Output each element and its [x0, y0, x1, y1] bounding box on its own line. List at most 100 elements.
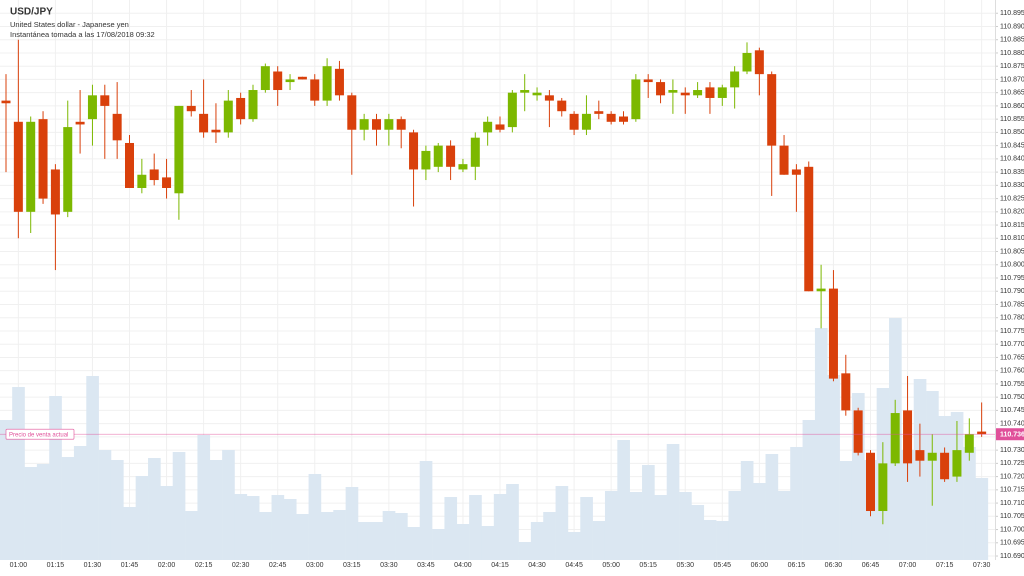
candle-body [631, 79, 641, 120]
volume-bar [963, 447, 976, 560]
candle-body [483, 121, 493, 133]
candle-body [952, 450, 962, 477]
candle-body [668, 90, 678, 93]
volume-bar [49, 396, 62, 560]
volume-bar [345, 487, 359, 560]
candle-body [63, 127, 73, 212]
candle-body [507, 92, 517, 128]
candle-body [643, 79, 653, 83]
current-price-tag [996, 428, 1024, 441]
x-tick-label: 07:15 [936, 562, 954, 569]
candle-body [199, 113, 209, 133]
volume-bar [395, 513, 408, 560]
candle-body [940, 452, 950, 480]
volume-bar [148, 458, 161, 560]
volume-bar [61, 457, 75, 560]
volume-bar [160, 486, 174, 560]
y-tick-label: 110.755 [1000, 381, 1024, 388]
candle-body [717, 87, 727, 98]
volume-bar [654, 495, 668, 560]
y-tick-label: 110.835 [1000, 169, 1024, 176]
volume-bar [679, 492, 692, 560]
y-tick-label: 110.885 [1000, 37, 1024, 44]
y-tick-label: 110.690 [1000, 553, 1024, 560]
volume-bar [901, 450, 915, 560]
y-tick-label: 110.795 [1000, 275, 1024, 282]
y-tick-label: 110.790 [1000, 288, 1024, 295]
current-price-value: 110.736 [1000, 432, 1024, 439]
candle-body [75, 121, 85, 125]
candle-body [433, 145, 443, 167]
x-tick-label: 03:00 [306, 562, 324, 569]
candle-body [890, 413, 900, 464]
volume-bar [432, 529, 445, 560]
y-tick-label: 110.750 [1000, 394, 1024, 401]
y-tick-label: 110.850 [1000, 129, 1024, 136]
volume-bar [950, 412, 964, 560]
volume-bar [0, 420, 13, 560]
y-tick-label: 110.695 [1000, 540, 1024, 547]
candle-body [396, 119, 406, 130]
volume-bar [222, 450, 235, 560]
volume-bar [728, 491, 742, 560]
volume-bar [555, 486, 569, 560]
candle-body [112, 113, 122, 141]
subtitle: United States dollar - Japanese yen [10, 20, 129, 29]
volume-bar [209, 460, 223, 560]
candle-body [347, 95, 357, 130]
volume-bar [246, 496, 260, 560]
y-tick-label: 110.740 [1000, 420, 1024, 427]
candle-body [174, 105, 184, 194]
candle-body [1, 100, 11, 104]
candle-body [446, 145, 456, 167]
volume-bar [73, 446, 87, 560]
volume-bar [938, 416, 952, 560]
volume-bar [283, 499, 297, 560]
volume-bar [604, 491, 618, 560]
volume-bar [629, 492, 643, 560]
current-price-label: Precio de venta actual [9, 432, 68, 438]
candle-body [13, 121, 23, 212]
volume-bar [530, 522, 544, 560]
candle-body [38, 119, 48, 199]
candle-body [384, 119, 394, 130]
y-tick-label: 110.890 [1000, 23, 1024, 30]
candle-body [162, 177, 172, 188]
volume-bar [839, 461, 853, 560]
y-tick-label: 110.785 [1000, 301, 1024, 308]
candle-body [841, 373, 851, 411]
volume-bar [481, 526, 495, 560]
x-tick-label: 01:15 [47, 562, 65, 569]
x-tick-label: 04:45 [565, 562, 583, 569]
y-tick-label: 110.880 [1000, 50, 1024, 57]
candle-body [100, 95, 110, 106]
y-tick-label: 110.800 [1000, 262, 1024, 269]
y-tick-label: 110.840 [1000, 156, 1024, 163]
volume-bar [691, 505, 705, 560]
y-tick-label: 110.780 [1000, 315, 1024, 322]
y-tick-label: 110.805 [1000, 248, 1024, 255]
volume-bar [98, 450, 112, 560]
volume-bar [814, 328, 828, 560]
candle-body [779, 145, 789, 175]
x-tick-label: 01:45 [121, 562, 139, 569]
candle-body [87, 95, 97, 120]
volume-bar [24, 467, 38, 560]
candle-body [828, 288, 838, 379]
volume-bar [234, 494, 248, 560]
candle-body [520, 90, 530, 93]
candle-body [470, 137, 480, 167]
volume-bar [802, 420, 816, 560]
x-tick-label: 02:00 [158, 562, 176, 569]
x-tick-label: 02:15 [195, 562, 213, 569]
candle-body [927, 452, 937, 461]
x-tick-label: 03:15 [343, 562, 361, 569]
volume-bar [765, 454, 779, 560]
candle-body [458, 164, 468, 170]
candle-body [754, 50, 764, 75]
candle-body [236, 97, 246, 120]
candle-body [248, 90, 258, 120]
current-price-label-box [5, 428, 75, 440]
x-tick-label: 07:30 [973, 562, 991, 569]
